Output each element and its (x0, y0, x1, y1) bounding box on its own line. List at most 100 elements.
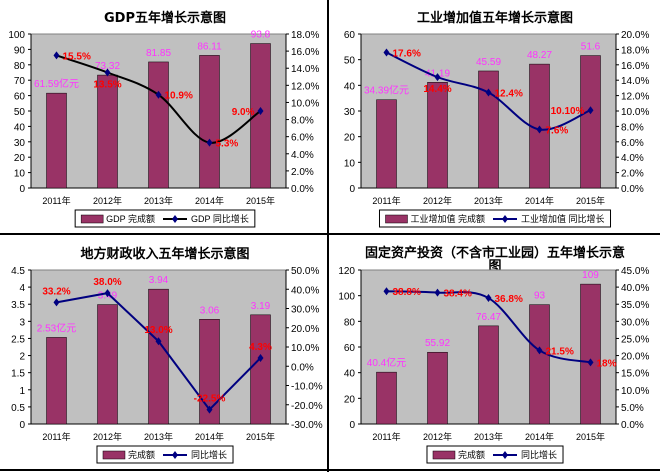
y2-tick-label: 4.0% (621, 153, 644, 164)
growth-pct-label: 9.0% (232, 107, 255, 118)
y2-tick-label: 20.0% (621, 30, 649, 41)
y2-tick-label: 15.0% (621, 369, 649, 380)
growth-pct-label: 13.0% (144, 325, 172, 336)
legend-group: 完成额 同比增长 (426, 445, 564, 464)
y2-tick-label: 0.0% (621, 184, 644, 195)
bar-value-label: 51.6 (581, 42, 601, 53)
y-tick-label: 4.5 (11, 266, 25, 277)
y2-tick-label: 30.0% (291, 305, 319, 316)
y2-tick-label: 4.0% (291, 150, 314, 161)
legend-line-label: GDP 同比增长 (191, 213, 249, 224)
y2-tick-label: 10.0% (621, 107, 649, 118)
line-marker (206, 405, 213, 414)
line-marker (434, 288, 441, 297)
y-tick-label: 0 (349, 420, 355, 431)
bar (97, 74, 118, 189)
bar (148, 288, 169, 425)
growth-pct-label: 12.4% (495, 89, 523, 100)
line-marker (587, 106, 594, 115)
y2-tick-label: 25.0% (621, 334, 649, 345)
bar (376, 99, 397, 189)
y2-tick-label: 2.0% (291, 167, 314, 178)
y-tick-label: 1 (19, 386, 25, 397)
legend-bar-label: 工业增加值 完成额 (410, 213, 485, 224)
chart-fiscal-revenue: 地方财政收入五年增长示意图 0 0.5 1 1.5 2 2.5 3 3.5 4 4.5 -30.0% -… (0, 236, 330, 472)
line-marker (53, 51, 60, 60)
x-tick-label: 2015年 (576, 431, 605, 442)
y2-tick-label: 0.0% (291, 362, 314, 373)
y2-tick-label: 45.0% (621, 266, 649, 277)
y-tick-label: 40 (344, 369, 356, 380)
x-tick-label: 2014年 (525, 431, 554, 442)
bar-value-label: 81.85 (146, 48, 171, 59)
bar-value-label: 55.92 (425, 338, 450, 349)
y2-tick-label: 14.0% (621, 76, 649, 87)
growth-pct-label: 38.0% (93, 277, 121, 288)
bar (199, 55, 220, 189)
y-tick-label: 40 (344, 81, 356, 92)
y-tick-label: 70 (14, 76, 26, 87)
y2-tick-label: 16.0% (291, 47, 319, 58)
legend-group: GDP 完成额 GDP 同比增长 (74, 209, 256, 228)
growth-pct-label: 33.2% (42, 286, 70, 297)
line-marker (257, 353, 264, 362)
bar (376, 371, 397, 425)
bar-value-label: 40.4亿元 (367, 356, 406, 369)
bar (46, 337, 67, 425)
growth-pct-label: 13.5% (93, 80, 121, 91)
y2-tick-label: 0.0% (621, 420, 644, 431)
y-tick-label: 50 (344, 56, 356, 67)
y-tick-label: 100 (338, 292, 355, 303)
growth-pct-label: -22.5% (194, 394, 226, 405)
divider (0, 469, 660, 471)
bar (250, 43, 271, 189)
x-tick-label: 2011年 (42, 195, 70, 206)
chart-svg: GDP五年增长示意图 0 10 20 30 40 50 60 70 80 90 100 0.0% 2.0%… (8, 10, 319, 228)
y2-tick-label: 50.0% (291, 266, 319, 277)
bar (529, 304, 550, 425)
y2-tick-label: 12.0% (621, 92, 649, 103)
line-marker (536, 125, 543, 134)
y2-tick-label: 20.0% (621, 352, 649, 363)
y2-tick-label: -10.0% (291, 382, 323, 393)
y2-tick-label: 10.0% (291, 98, 319, 109)
y-tick-label: 40 (14, 122, 26, 133)
y2-tick-label: 16.0% (621, 61, 649, 72)
line-marker (257, 107, 264, 115)
legend-line-label: 工业增加值 同比增长 (521, 213, 605, 224)
line-marker (485, 88, 492, 97)
y-tick-label: 80 (14, 61, 26, 72)
line-marker (383, 287, 390, 296)
x-tick-label: 2015年 (246, 431, 275, 442)
bar (427, 351, 448, 425)
x-tick-label: 2011年 (372, 431, 400, 442)
x-tick-label: 2014年 (195, 195, 224, 206)
legend-group: 工业增加值 完成额 工业增加值 同比增长 (378, 209, 612, 228)
bar (148, 61, 169, 189)
bar-value-label: 73.32 (95, 61, 120, 72)
y-tick-label: 2.5 (11, 334, 25, 345)
bar-value-label: 109 (582, 270, 599, 281)
bar (97, 304, 118, 425)
y-tick-label: 0 (19, 420, 25, 431)
legend-bar-swatch (80, 214, 104, 224)
x-tick-label: 2013年 (144, 431, 173, 442)
x-tick-label: 2012年 (423, 431, 452, 442)
y2-tick-label: 40.0% (291, 285, 319, 296)
legend-line-marker (502, 451, 508, 459)
bar (478, 70, 499, 189)
y-tick-label: 20 (344, 133, 356, 144)
y2-tick-label: 2.0% (621, 169, 644, 180)
legend-bar-swatch (102, 450, 126, 460)
y-tick-label: 10 (344, 158, 356, 169)
chart-title: GDP五年增长示意图 (104, 10, 226, 26)
y-tick-label: 0 (19, 184, 25, 195)
growth-pct-label: 36.8% (495, 294, 523, 305)
x-tick-label: 2011年 (42, 431, 70, 442)
y2-tick-label: -20.0% (291, 401, 323, 412)
y2-tick-label: 10.0% (621, 386, 649, 397)
x-tick-label: 2013年 (474, 431, 503, 442)
y-tick-label: 3 (19, 317, 25, 328)
legend-line-marker (172, 215, 178, 223)
